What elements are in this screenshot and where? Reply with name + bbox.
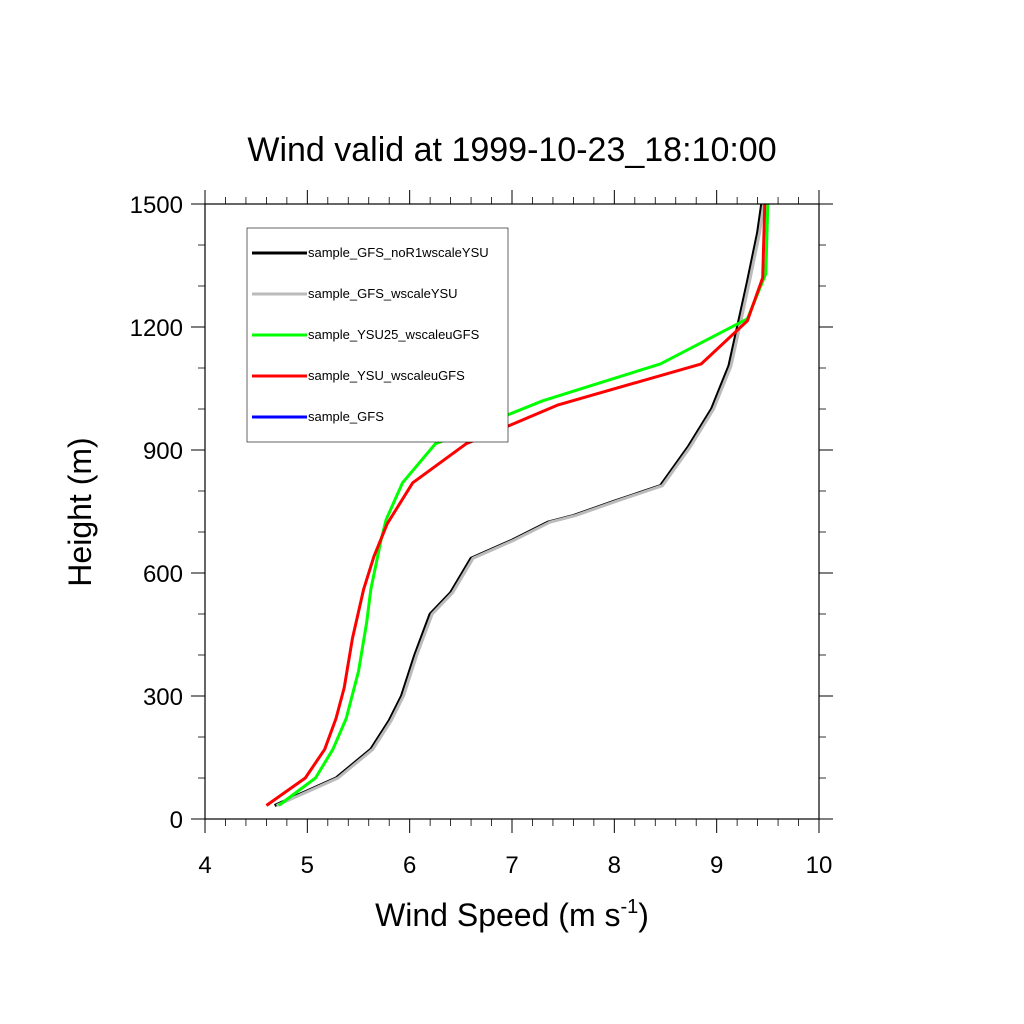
y-tick-label: 900 [143, 438, 183, 465]
series-line-3 [265, 203, 767, 807]
series-line-1 [275, 203, 766, 807]
x-axis-label: Wind Speed (m s-1) [375, 896, 649, 933]
legend-label: sample_YSU_wscaleuGFS [308, 368, 465, 383]
plot-area [265, 203, 770, 807]
legend-label: sample_GFS_noR1wscaleYSU [308, 245, 489, 260]
chart-title: Wind valid at 1999-10-23_18:10:00 [247, 131, 776, 169]
x-axis-label-suffix: ) [638, 897, 649, 933]
legend: sample_GFS_noR1wscaleYSU sample_GFS_wscal… [246, 227, 509, 443]
x-tick-label: 8 [608, 852, 621, 879]
x-tick-label: 4 [198, 852, 211, 879]
legend-label: sample_GFS_wscaleYSU [308, 286, 458, 301]
x-axis-label-superscript: -1 [620, 896, 638, 918]
x-tick-label: 6 [403, 852, 416, 879]
y-axis-label: Height (m) [62, 437, 98, 586]
legend-label: sample_YSU25_wscaleuGFS [308, 327, 480, 342]
x-tick-label: 9 [710, 852, 723, 879]
axis-ticks: 4 5 6 7 8 9 10 0 300 600 900 1200 1500 [130, 190, 833, 879]
legend-label: sample_GFS [308, 409, 384, 424]
y-tick-label: 1500 [130, 192, 183, 219]
y-tick-label: 600 [143, 561, 183, 588]
y-tick-label: 0 [170, 807, 183, 834]
x-tick-label: 5 [301, 852, 314, 879]
y-tick-label: 300 [143, 684, 183, 711]
x-axis-label-main: Wind Speed (m s [375, 897, 620, 933]
x-tick-label: 7 [505, 852, 518, 879]
x-tick-label: 10 [806, 852, 833, 879]
y-tick-label: 1200 [130, 315, 183, 342]
